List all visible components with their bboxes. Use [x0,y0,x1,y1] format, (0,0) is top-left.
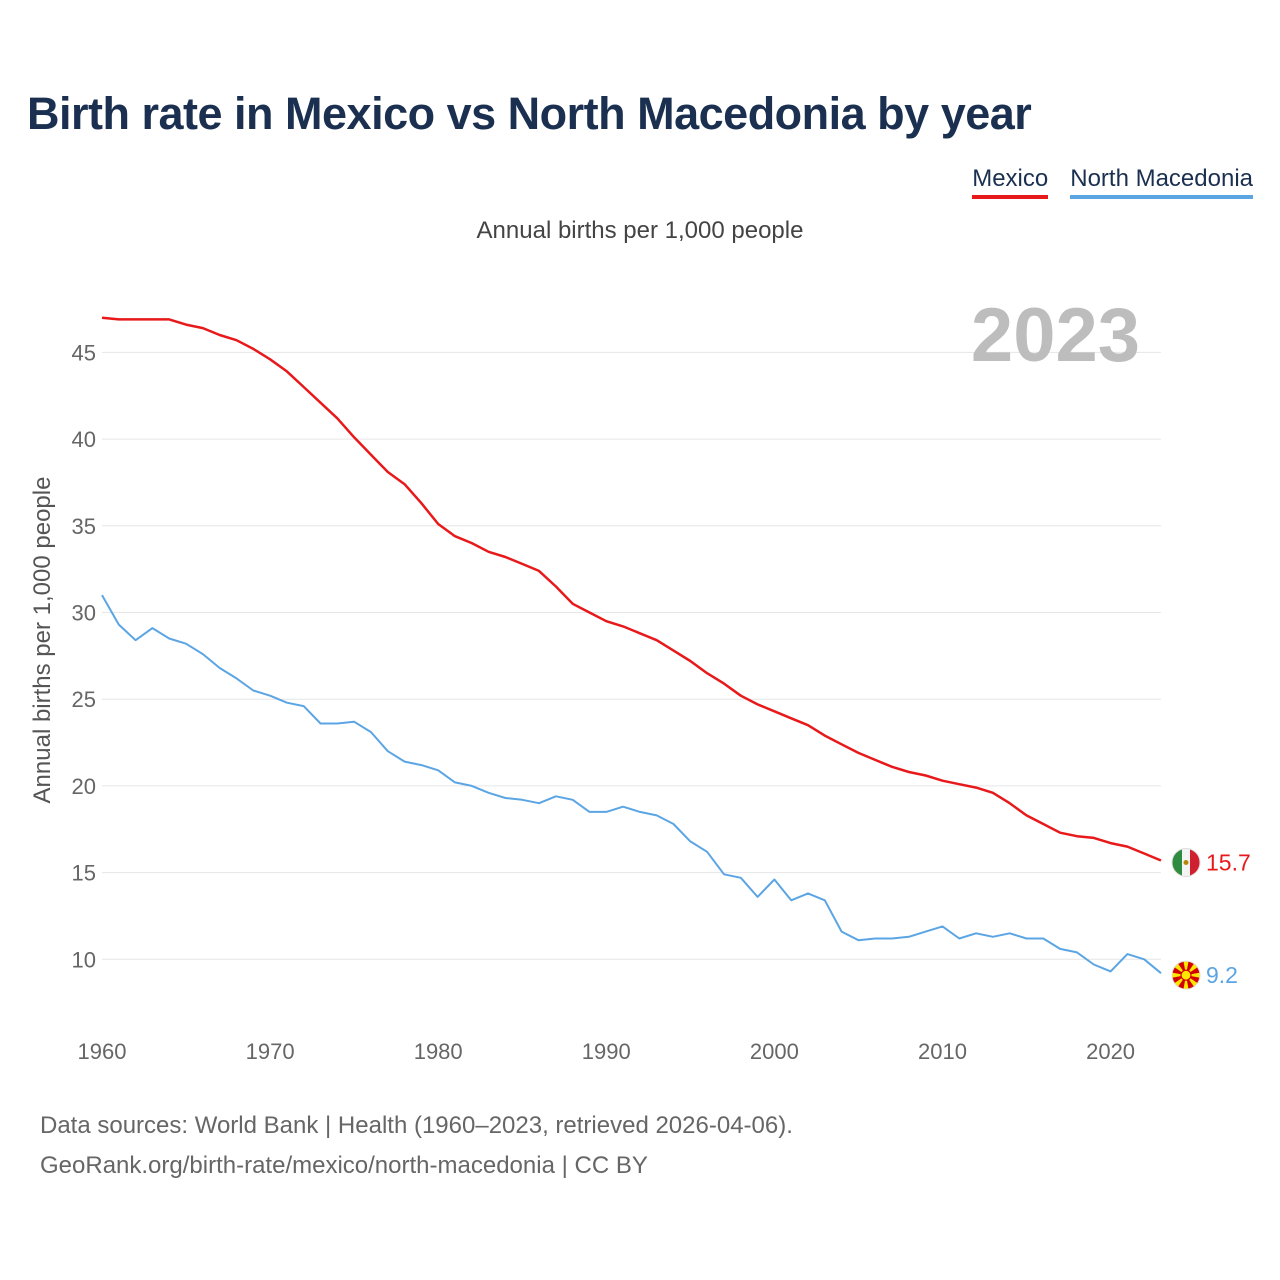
year-watermark: 2023 [971,293,1140,378]
north-macedonia-flag-icon [1171,960,1201,990]
end-markers: 15.7 9.2 [1171,847,1251,990]
y-tick-label: 30 [72,600,96,625]
series-line-north-macedonia[interactable] [101,594,1162,974]
end-value-label: 15.7 [1206,849,1251,875]
grid-lines [102,351,1161,960]
x-tick-label: 1960 [78,1039,127,1064]
x-tick-label: 1970 [246,1039,295,1064]
x-tick-label: 2000 [750,1039,799,1064]
end-value-label: 9.2 [1206,962,1238,988]
y-tick-label: 45 [72,340,96,365]
source-line-data: Data sources: World Bank | Health (1960–… [40,1112,793,1139]
x-tick-label: 1980 [414,1039,463,1064]
chart-title: Birth rate in Mexico vs North Macedonia … [27,88,1032,139]
series-group [101,316,1162,974]
x-axis-ticks: 1960 1970 1980 1990 2000 2010 2020 [78,1039,1136,1064]
legend-item-north-macedonia[interactable]: North Macedonia [1070,165,1253,199]
chart-subtitle: Annual births per 1,000 people [476,217,804,244]
y-tick-label: 15 [72,861,96,886]
y-tick-label: 10 [72,947,96,972]
mexico-flag-icon [1171,847,1201,877]
source-note: Data sources: World Bank | Health (1960–… [40,1106,793,1186]
y-tick-label: 40 [72,427,96,452]
x-tick-label: 1990 [582,1039,631,1064]
x-tick-label: 2010 [918,1039,967,1064]
y-tick-label: 25 [72,687,96,712]
y-axis-ticks: 10 15 20 25 30 35 40 45 [72,340,96,972]
x-tick-label: 2020 [1086,1039,1135,1064]
y-tick-label: 35 [72,514,96,539]
line-chart: 10 15 20 25 30 35 40 45 1960 1970 1980 1990 2000 201… [29,293,1251,1064]
source-line-link[interactable]: GeoRank.org/birth-rate/mexico/north-mace… [40,1152,648,1179]
legend: Mexico North Macedonia [972,165,1253,199]
y-tick-label: 20 [72,774,96,799]
y-axis-label: Annual births per 1,000 people [29,477,56,804]
series-line-mexico[interactable] [101,316,1162,862]
legend-item-mexico[interactable]: Mexico [972,165,1049,199]
